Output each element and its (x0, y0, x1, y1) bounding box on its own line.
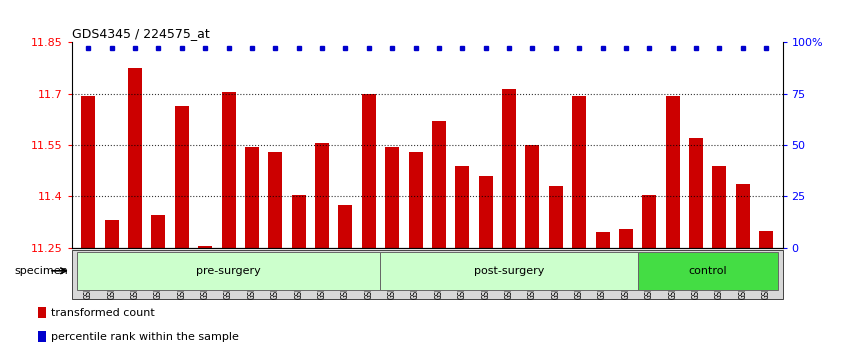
Text: GDS4345 / 224575_at: GDS4345 / 224575_at (72, 27, 210, 40)
Bar (596, 233, 610, 248)
Bar (572, 96, 586, 248)
Bar (315, 143, 329, 248)
Bar (619, 229, 633, 248)
Bar (642, 195, 656, 248)
Bar (362, 94, 376, 248)
Bar (549, 186, 563, 248)
Bar (244, 147, 259, 248)
Bar (455, 166, 470, 248)
Text: control: control (689, 266, 727, 276)
Bar (105, 221, 118, 248)
Text: transformed count: transformed count (51, 308, 155, 318)
Bar (268, 152, 283, 248)
Bar (385, 147, 399, 248)
Bar (81, 96, 96, 248)
Bar (736, 184, 750, 248)
Text: pre-surgery: pre-surgery (196, 266, 261, 276)
Bar (432, 121, 446, 248)
Bar (409, 152, 422, 248)
Bar (712, 166, 727, 248)
Text: percentile rank within the sample: percentile rank within the sample (51, 332, 239, 342)
Bar (759, 231, 773, 248)
Bar (381, 252, 638, 290)
Bar (38, 307, 47, 318)
Text: post-surgery: post-surgery (474, 266, 544, 276)
Bar (338, 205, 353, 248)
Bar (198, 246, 212, 248)
Bar (175, 106, 189, 248)
Bar (666, 96, 679, 248)
Bar (222, 92, 235, 248)
Bar (479, 176, 492, 248)
Bar (525, 145, 540, 248)
Bar (689, 138, 703, 248)
Bar (128, 68, 142, 248)
Bar (502, 89, 516, 248)
Bar (151, 215, 166, 248)
Bar (292, 195, 305, 248)
Bar (77, 252, 381, 290)
Text: specimen: specimen (14, 266, 68, 276)
Bar (638, 252, 777, 290)
Bar (38, 331, 47, 342)
